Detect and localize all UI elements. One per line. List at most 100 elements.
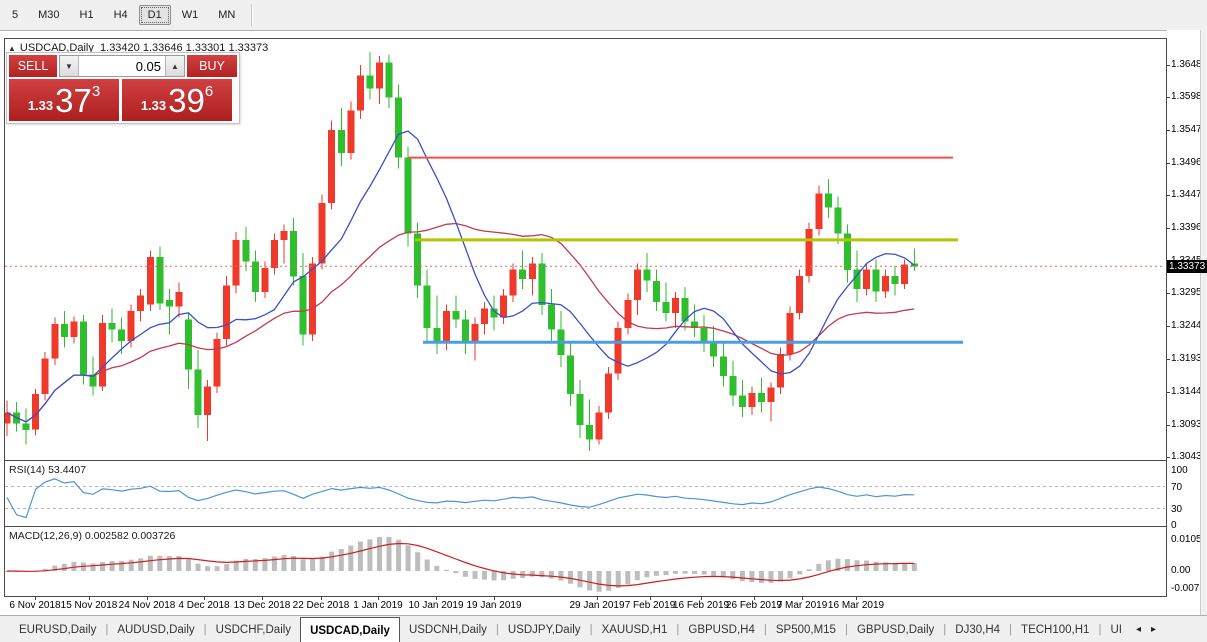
price-axis-label: 1.34965 <box>1171 157 1207 168</box>
price-axis-label: 1.33960 <box>1171 222 1207 233</box>
price-axis-label: 1.36480 <box>1171 59 1207 70</box>
sell-price-prefix: 1.33 <box>27 97 54 113</box>
price-axis-tick <box>1167 130 1170 131</box>
chart-ohlc-values: 1.33420 1.33646 1.33301 1.33373 <box>100 42 269 54</box>
tabbar-left-pad <box>0 616 10 642</box>
price-axis-label: 1.31935 <box>1171 353 1207 364</box>
macd-axis-label: 0.010525 <box>1171 534 1207 545</box>
date-axis-tick <box>650 597 651 600</box>
sell-price-big: 37 <box>55 81 92 119</box>
price-axis-tick <box>1167 195 1170 196</box>
date-axis-label: 13 Dec 2018 <box>233 600 291 611</box>
tab-separator: | <box>203 623 207 636</box>
tab-separator: | <box>943 623 947 636</box>
tab-gbpusd-h4[interactable]: GBPUSD,H4 <box>688 623 755 636</box>
rsi-label: RSI(14) 53.4407 <box>9 464 87 476</box>
period-button-mn[interactable]: MN <box>218 9 236 21</box>
date-axis-label: 24 Nov 2018 <box>118 600 176 611</box>
period-button-5[interactable]: 5 <box>12 9 19 21</box>
date-axis-label: 16 Feb 2019 <box>672 600 730 611</box>
period-button-d1[interactable]: D1 <box>138 5 171 25</box>
tab-usdjpy-daily[interactable]: USDJPY,Daily <box>507 623 581 636</box>
buy-price-prefix: 1.33 <box>140 97 167 113</box>
price-axis-label: 1.30435 <box>1171 451 1207 462</box>
tab-separator: | <box>105 623 109 636</box>
period-button-h4[interactable]: H4 <box>113 9 128 21</box>
tab-separator: | <box>763 623 767 636</box>
tab-gbpusd-daily[interactable]: GBPUSD,Daily <box>856 623 935 636</box>
volume-input[interactable]: 0.05 <box>79 56 165 76</box>
tab-separator: | <box>844 623 848 636</box>
tab-usdcnh-daily[interactable]: USDCNH,Daily <box>408 623 487 636</box>
chart-tab-bar: EURUSD,Daily | AUDUSD,Daily | USDCHF,Daily US… <box>0 615 1207 642</box>
sell-button[interactable]: SELL <box>9 55 57 77</box>
date-axis-label: 26 Feb 2019 <box>725 600 783 611</box>
rsi-canvas[interactable] <box>5 461 1166 526</box>
collapse-triangle-icon[interactable]: ▲ <box>8 44 16 53</box>
price-axis-label: 1.32445 <box>1171 320 1207 331</box>
price-axis-tick <box>1167 293 1170 294</box>
main-chart-canvas[interactable] <box>5 39 1166 460</box>
current-price-tag: 1.33373 <box>1167 260 1207 273</box>
volume-stepper: ▼ 0.05 ▲ <box>59 55 185 77</box>
date-axis-tick <box>321 597 322 600</box>
date-axis-label: 22 Dec 2018 <box>292 600 350 611</box>
tab-tech100-h1[interactable]: TECH100,H1 <box>1021 623 1090 636</box>
tab-separator: | <box>589 623 593 636</box>
volume-increase-icon[interactable]: ▲ <box>165 56 184 76</box>
date-axis-tick <box>701 597 702 600</box>
price-axis-tick <box>1167 97 1170 98</box>
tab-scroll-left-icon[interactable]: ◂ <box>1135 624 1141 635</box>
volume-decrease-icon[interactable]: ▼ <box>60 56 79 76</box>
price-axis-label: 1.32955 <box>1171 287 1207 298</box>
date-axis-tick <box>147 597 148 600</box>
tab-dj30-h4[interactable]: DJ30,H4 <box>955 623 1001 636</box>
tab-eurusd-daily[interactable]: EURUSD,Daily <box>19 623 97 636</box>
date-axis-tick <box>754 597 755 600</box>
buy-button[interactable]: BUY <box>187 55 237 77</box>
period-button-h1[interactable]: H1 <box>79 9 94 21</box>
tab-separator: | <box>1098 623 1102 636</box>
tab-xauusd-h1[interactable]: XAUUSD,H1 <box>601 623 668 636</box>
tab-usdchf-daily[interactable]: USDCHF,Daily <box>215 623 292 636</box>
date-axis-tick <box>262 597 263 600</box>
tab-audusd-daily[interactable]: AUDUSD,Daily <box>117 623 195 636</box>
price-axis-tick <box>1167 457 1170 458</box>
chart-symbol-label: USDCAD,Daily <box>19 42 94 54</box>
chart-title: ▲ USDCAD,Daily 1.33420 1.33646 1.33301 1.… <box>8 42 268 54</box>
price-axis-label: 1.31440 <box>1171 386 1207 397</box>
date-axis-tick <box>597 597 598 600</box>
tab-ui[interactable]: UI <box>1110 623 1122 636</box>
rsi-panel <box>4 460 1167 527</box>
period-button-m30[interactable]: M30 <box>38 9 60 21</box>
sell-price-tile[interactable]: 1.33 37 3 <box>9 79 119 121</box>
macd-label: MACD(12,26,9) 0.002582 0.003726 <box>9 530 176 542</box>
tab-usdcad-daily[interactable]: USDCAD,Daily <box>300 617 400 642</box>
price-axis-tick <box>1167 228 1170 229</box>
date-axis-tick <box>378 597 379 600</box>
sell-price-sup: 3 <box>91 83 101 100</box>
price-axis-tick <box>1167 425 1170 426</box>
date-axis-tick <box>856 597 857 600</box>
price-axis-tick <box>1167 65 1170 66</box>
macd-axis-label: 0.00 <box>1171 565 1191 576</box>
macd-panel <box>4 526 1167 597</box>
date-axis[interactable]: 6 Nov 2018 15 Nov 2018 24 Nov 2018 4 Dec 20… <box>4 597 1200 615</box>
date-axis-label: 15 Nov 2018 <box>60 600 118 611</box>
price-axis-tick <box>1167 163 1170 164</box>
tab-separator: | <box>676 623 680 636</box>
buy-price-sup: 6 <box>204 83 214 100</box>
toolbar-separator <box>251 4 254 26</box>
price-axis-label: 1.35475 <box>1171 124 1207 135</box>
price-axis-label: 1.34470 <box>1171 189 1207 200</box>
date-axis-label: 1 Jan 2019 <box>353 600 403 611</box>
tab-sp500-m15[interactable]: SP500,M15 <box>775 623 836 636</box>
buy-price-tile[interactable]: 1.33 39 6 <box>122 79 232 121</box>
period-button-w1[interactable]: W1 <box>181 9 199 21</box>
date-axis-tick <box>35 597 36 600</box>
macd-canvas[interactable] <box>5 527 1166 596</box>
price-axis[interactable] <box>1167 30 1200 615</box>
tab-scroll-right-icon[interactable]: ▸ <box>1150 624 1156 635</box>
timeframe-toolbar: 5 M30 H1 H4 D1 W1 MN <box>0 0 1207 31</box>
